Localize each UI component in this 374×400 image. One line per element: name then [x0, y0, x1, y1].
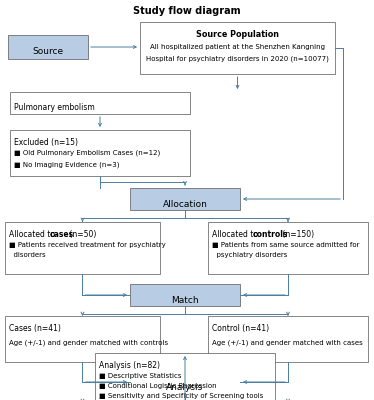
- Bar: [130, 371, 240, 393]
- Text: Cases (n=41): Cases (n=41): [9, 324, 61, 333]
- Text: ■ Old Pulmonary Embolism Cases (n=12): ■ Old Pulmonary Embolism Cases (n=12): [14, 150, 160, 156]
- Text: Allocated to: Allocated to: [9, 230, 57, 239]
- Text: (n=50): (n=50): [67, 230, 96, 239]
- Bar: [95, 353, 275, 400]
- Text: Analysis: Analysis: [166, 383, 203, 392]
- Text: Age (+/-1) and gender matched with cases: Age (+/-1) and gender matched with cases: [212, 340, 363, 346]
- Bar: [5, 222, 160, 274]
- Text: ■ No Imaging Evidence (n=3): ■ No Imaging Evidence (n=3): [14, 162, 120, 168]
- Bar: [130, 188, 240, 210]
- Text: Allocation: Allocation: [163, 200, 208, 209]
- Text: controls: controls: [253, 230, 288, 239]
- Text: Analysis (n=82): Analysis (n=82): [99, 361, 160, 370]
- Bar: [10, 92, 190, 114]
- Text: All hospitalized patient at the Shenzhen Kangning: All hospitalized patient at the Shenzhen…: [150, 44, 325, 50]
- Text: ■ Patients from same source admitted for: ■ Patients from same source admitted for: [212, 242, 359, 248]
- Text: Source Population: Source Population: [196, 30, 279, 39]
- Text: Control (n=41): Control (n=41): [212, 324, 269, 333]
- Text: Study flow diagram: Study flow diagram: [133, 6, 241, 16]
- Text: Match: Match: [171, 296, 199, 305]
- Text: ■ Sensitivity and Specificity of Screening tools: ■ Sensitivity and Specificity of Screeni…: [99, 393, 263, 399]
- Bar: [208, 222, 368, 274]
- Text: Age (+/-1) and gender matched with controls: Age (+/-1) and gender matched with contr…: [9, 340, 168, 346]
- Bar: [140, 22, 335, 74]
- Bar: [8, 35, 88, 59]
- Bar: [130, 284, 240, 306]
- Text: disorders: disorders: [9, 252, 46, 258]
- Text: cases: cases: [50, 230, 74, 239]
- Text: ■ Conditional Logistic Regression: ■ Conditional Logistic Regression: [99, 383, 217, 389]
- Text: Excluded (n=15): Excluded (n=15): [14, 138, 78, 147]
- Text: ■ Patients received treatment for psychiatry: ■ Patients received treatment for psychi…: [9, 242, 166, 248]
- Text: psychiatry disorders: psychiatry disorders: [212, 252, 287, 258]
- Bar: [5, 316, 160, 362]
- Text: Pulmonary embolism: Pulmonary embolism: [14, 103, 97, 112]
- Text: Allocated to: Allocated to: [212, 230, 260, 239]
- Text: Source: Source: [33, 47, 64, 56]
- Text: Hospital for psychiatry disorders in 2020 (n=10077): Hospital for psychiatry disorders in 202…: [146, 56, 329, 62]
- Bar: [208, 316, 368, 362]
- Text: (n=150): (n=150): [280, 230, 315, 239]
- Text: ■ Descriptive Statistics: ■ Descriptive Statistics: [99, 373, 181, 379]
- Bar: [10, 130, 190, 176]
